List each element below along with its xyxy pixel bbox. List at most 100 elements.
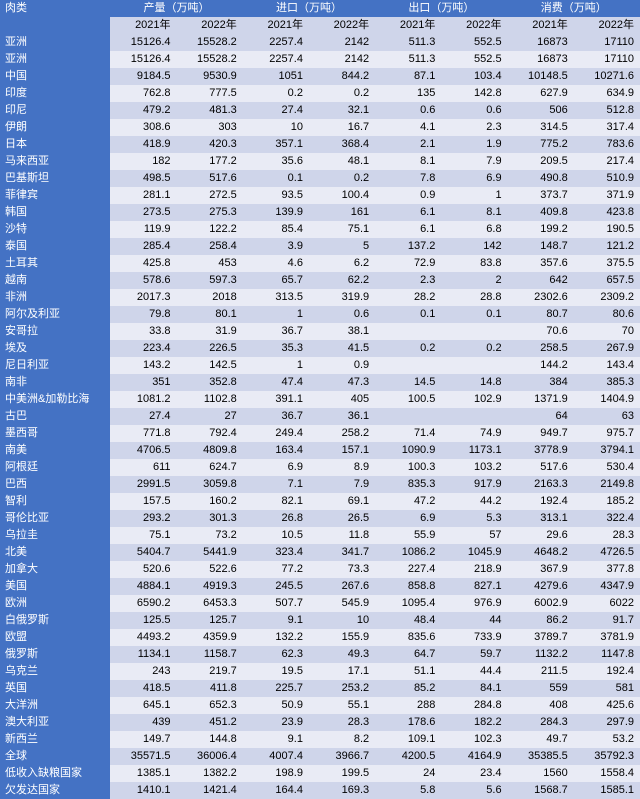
data-cell: 149.7 [110,731,176,748]
data-cell: 4007.4 [243,748,309,765]
row-label: 土耳其 [0,255,110,272]
data-cell: 341.7 [309,544,375,561]
data-cell: 14.8 [441,374,507,391]
data-cell: 48.4 [375,612,441,629]
data-cell: 143.4 [574,357,640,374]
data-cell: 624.7 [177,459,243,476]
data-cell: 27.4 [110,408,176,425]
data-cell: 0.2 [243,85,309,102]
data-cell: 405 [309,391,375,408]
data-cell: 17110 [574,34,640,51]
data-cell: 142 [441,238,507,255]
table-row: 加拿大520.6522.677.273.3227.4218.9367.9377.… [0,561,640,578]
year-label: 2022年 [441,17,507,34]
data-cell: 15126.4 [110,51,176,68]
data-cell: 185.2 [574,493,640,510]
data-cell: 479.2 [110,102,176,119]
data-cell: 9530.9 [177,68,243,85]
data-cell: 0.6 [375,102,441,119]
data-cell: 122.2 [177,221,243,238]
data-cell: 373.7 [508,187,574,204]
data-cell: 4726.5 [574,544,640,561]
data-cell: 6590.2 [110,595,176,612]
row-label: 中美洲&加勒比海 [0,391,110,408]
data-cell: 28.8 [441,289,507,306]
data-cell: 0.9 [309,357,375,374]
data-cell: 75.1 [110,527,176,544]
data-cell: 163.4 [243,442,309,459]
data-cell: 418.5 [110,680,176,697]
data-cell: 178.6 [375,714,441,731]
data-cell: 611 [110,459,176,476]
row-label: 哥伦比亚 [0,510,110,527]
data-cell: 16873 [508,34,574,51]
year-label: 2021年 [110,17,176,34]
table-row: 欧盟4493.24359.9132.2155.9835.6733.93789.7… [0,629,640,646]
data-cell: 1.9 [441,136,507,153]
data-cell: 5.6 [441,782,507,799]
row-label: 南美 [0,442,110,459]
data-cell: 10.5 [243,527,309,544]
data-cell: 70.6 [508,323,574,340]
data-cell: 317.4 [574,119,640,136]
data-cell: 4279.6 [508,578,574,595]
data-cell: 9184.5 [110,68,176,85]
data-cell: 35792.3 [574,748,640,765]
data-cell: 44 [441,612,507,629]
data-cell: 0.2 [441,340,507,357]
table-row: 美国4884.14919.3245.5267.6858.8827.14279.6… [0,578,640,595]
data-cell: 144.8 [177,731,243,748]
data-cell: 7.1 [243,476,309,493]
data-cell: 31.9 [177,323,243,340]
data-cell: 4809.8 [177,442,243,459]
data-cell: 2257.4 [243,34,309,51]
data-cell: 308.6 [110,119,176,136]
data-cell: 1585.1 [574,782,640,799]
data-cell: 44.2 [441,493,507,510]
data-cell: 59.7 [441,646,507,663]
data-cell: 192.4 [574,663,640,680]
data-cell: 182 [110,153,176,170]
row-label: 乌克兰 [0,663,110,680]
table-row: 南美4706.54809.8163.4157.11090.91173.13778… [0,442,640,459]
data-cell: 258.5 [508,340,574,357]
row-label: 乌拉圭 [0,527,110,544]
data-cell: 409.8 [508,204,574,221]
row-label: 埃及 [0,340,110,357]
data-cell: 190.5 [574,221,640,238]
data-cell: 144.2 [508,357,574,374]
data-cell: 481.3 [177,102,243,119]
data-cell: 91.7 [574,612,640,629]
year-label: 2021年 [243,17,309,34]
table-body: 亚洲15126.415528.22257.42142511.3552.51687… [0,34,640,799]
data-cell: 1095.4 [375,595,441,612]
data-cell: 371.9 [574,187,640,204]
data-cell: 27.4 [243,102,309,119]
data-cell: 451.2 [177,714,243,731]
data-cell: 597.3 [177,272,243,289]
data-cell: 64.7 [375,646,441,663]
data-cell: 267.6 [309,578,375,595]
data-cell: 1 [441,187,507,204]
data-cell: 125.7 [177,612,243,629]
table-row: 乌拉圭75.173.210.511.855.95729.628.3 [0,527,640,544]
data-cell: 1132.2 [508,646,574,663]
data-cell: 5 [309,238,375,255]
data-cell: 8.1 [375,153,441,170]
data-cell [441,323,507,340]
data-cell: 102.3 [441,731,507,748]
row-label: 巴西 [0,476,110,493]
data-cell: 23.9 [243,714,309,731]
row-label: 阿根廷 [0,459,110,476]
table-row: 白俄罗斯125.5125.79.11048.44486.291.7 [0,612,640,629]
data-cell: 225.7 [243,680,309,697]
data-cell: 1382.2 [177,765,243,782]
data-cell: 50.9 [243,697,309,714]
row-label: 越南 [0,272,110,289]
row-label: 加拿大 [0,561,110,578]
data-cell: 319.9 [309,289,375,306]
data-cell: 4164.9 [441,748,507,765]
data-cell: 511.3 [375,34,441,51]
data-cell: 9.1 [243,731,309,748]
row-label: 南非 [0,374,110,391]
